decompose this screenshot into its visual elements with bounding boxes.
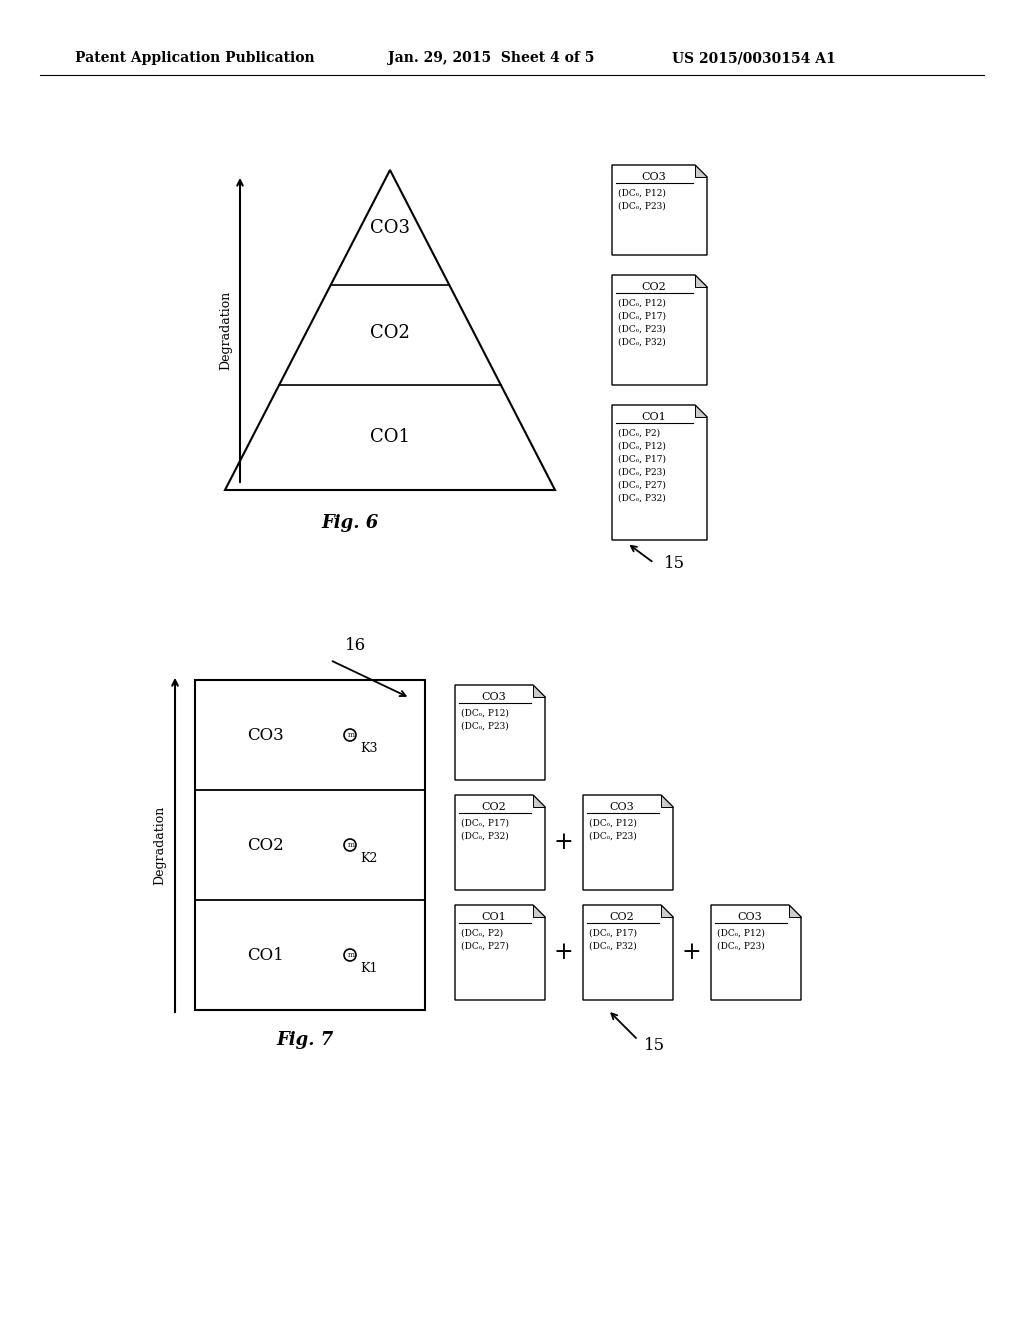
Text: (DCₒ, P12): (DCₒ, P12) (618, 189, 666, 198)
Text: CO1: CO1 (641, 412, 666, 422)
Text: (DCₒ, P23): (DCₒ, P23) (461, 722, 509, 730)
Polygon shape (612, 275, 707, 385)
Text: (DCₒ, P17): (DCₒ, P17) (618, 454, 666, 463)
Text: CO3: CO3 (609, 803, 635, 812)
Text: Degradation: Degradation (219, 290, 232, 370)
Text: CO2: CO2 (481, 803, 507, 812)
Text: (DCₒ, P17): (DCₒ, P17) (461, 818, 509, 828)
Text: (DCₒ, P23): (DCₒ, P23) (717, 941, 765, 950)
Polygon shape (583, 795, 673, 890)
Text: CO3: CO3 (247, 726, 284, 743)
Polygon shape (790, 906, 801, 917)
Text: +: + (553, 832, 572, 854)
Polygon shape (695, 405, 707, 417)
Polygon shape (662, 795, 673, 807)
Text: (DCₒ, P32): (DCₒ, P32) (589, 941, 637, 950)
Text: (DCₒ, P23): (DCₒ, P23) (618, 325, 666, 334)
Text: CO3: CO3 (370, 219, 410, 238)
Text: K3: K3 (360, 742, 378, 755)
Text: CO1: CO1 (370, 428, 410, 446)
Text: CO2: CO2 (247, 837, 284, 854)
Text: +: + (553, 941, 572, 964)
Text: (DCₒ, P17): (DCₒ, P17) (589, 928, 637, 937)
Polygon shape (534, 795, 545, 807)
Text: Jan. 29, 2015  Sheet 4 of 5: Jan. 29, 2015 Sheet 4 of 5 (388, 51, 594, 65)
Text: K2: K2 (360, 853, 378, 866)
Text: 16: 16 (345, 638, 367, 653)
Text: (DCₒ, P12): (DCₒ, P12) (618, 441, 666, 450)
Text: (DCₒ, P17): (DCₒ, P17) (618, 312, 666, 321)
Text: K1: K1 (360, 962, 378, 975)
Text: CO3: CO3 (481, 692, 507, 702)
Polygon shape (583, 906, 673, 1001)
Text: (DCₒ, P32): (DCₒ, P32) (461, 832, 509, 841)
Text: CO1: CO1 (247, 946, 284, 964)
Text: (DCₒ, P27): (DCₒ, P27) (461, 941, 509, 950)
Polygon shape (455, 795, 545, 890)
Text: (DCₒ, P2): (DCₒ, P2) (461, 928, 503, 937)
Text: (DCₒ, P12): (DCₒ, P12) (461, 709, 509, 718)
Text: CO2: CO2 (370, 323, 410, 342)
Polygon shape (612, 165, 707, 255)
Text: CO2: CO2 (609, 912, 635, 921)
Polygon shape (455, 906, 545, 1001)
Text: CO3: CO3 (641, 172, 666, 182)
Text: (DCₒ, P27): (DCₒ, P27) (618, 480, 666, 490)
Text: (DCₒ, P2): (DCₒ, P2) (618, 429, 660, 437)
Text: Fig. 6: Fig. 6 (322, 513, 379, 532)
Text: Degradation: Degradation (154, 805, 167, 884)
Text: 15: 15 (644, 1038, 666, 1053)
Text: (DCₒ, P12): (DCₒ, P12) (618, 298, 666, 308)
Text: (DCₒ, P23): (DCₒ, P23) (589, 832, 637, 841)
Text: CO1: CO1 (481, 912, 507, 921)
Polygon shape (711, 906, 801, 1001)
Text: m: m (347, 731, 354, 739)
Polygon shape (534, 906, 545, 917)
Polygon shape (534, 685, 545, 697)
Text: Patent Application Publication: Patent Application Publication (75, 51, 314, 65)
Text: (DCₒ, P23): (DCₒ, P23) (618, 202, 666, 210)
Text: +: + (681, 941, 700, 964)
Text: CO2: CO2 (641, 282, 666, 292)
Polygon shape (612, 405, 707, 540)
Text: US 2015/0030154 A1: US 2015/0030154 A1 (672, 51, 836, 65)
Text: m: m (347, 950, 354, 960)
Text: (DCₒ, P23): (DCₒ, P23) (618, 467, 666, 477)
Text: (DCₒ, P12): (DCₒ, P12) (589, 818, 637, 828)
Text: CO3: CO3 (737, 912, 763, 921)
Polygon shape (695, 165, 707, 177)
Text: (DCₒ, P32): (DCₒ, P32) (618, 338, 666, 346)
Polygon shape (662, 906, 673, 917)
Polygon shape (695, 275, 707, 286)
Polygon shape (455, 685, 545, 780)
Text: 15: 15 (664, 554, 685, 572)
Text: m: m (347, 841, 354, 849)
Text: Fig. 7: Fig. 7 (276, 1031, 334, 1049)
Text: (DCₒ, P32): (DCₒ, P32) (618, 494, 666, 503)
Polygon shape (195, 680, 425, 1010)
Text: (DCₒ, P12): (DCₒ, P12) (717, 928, 765, 937)
